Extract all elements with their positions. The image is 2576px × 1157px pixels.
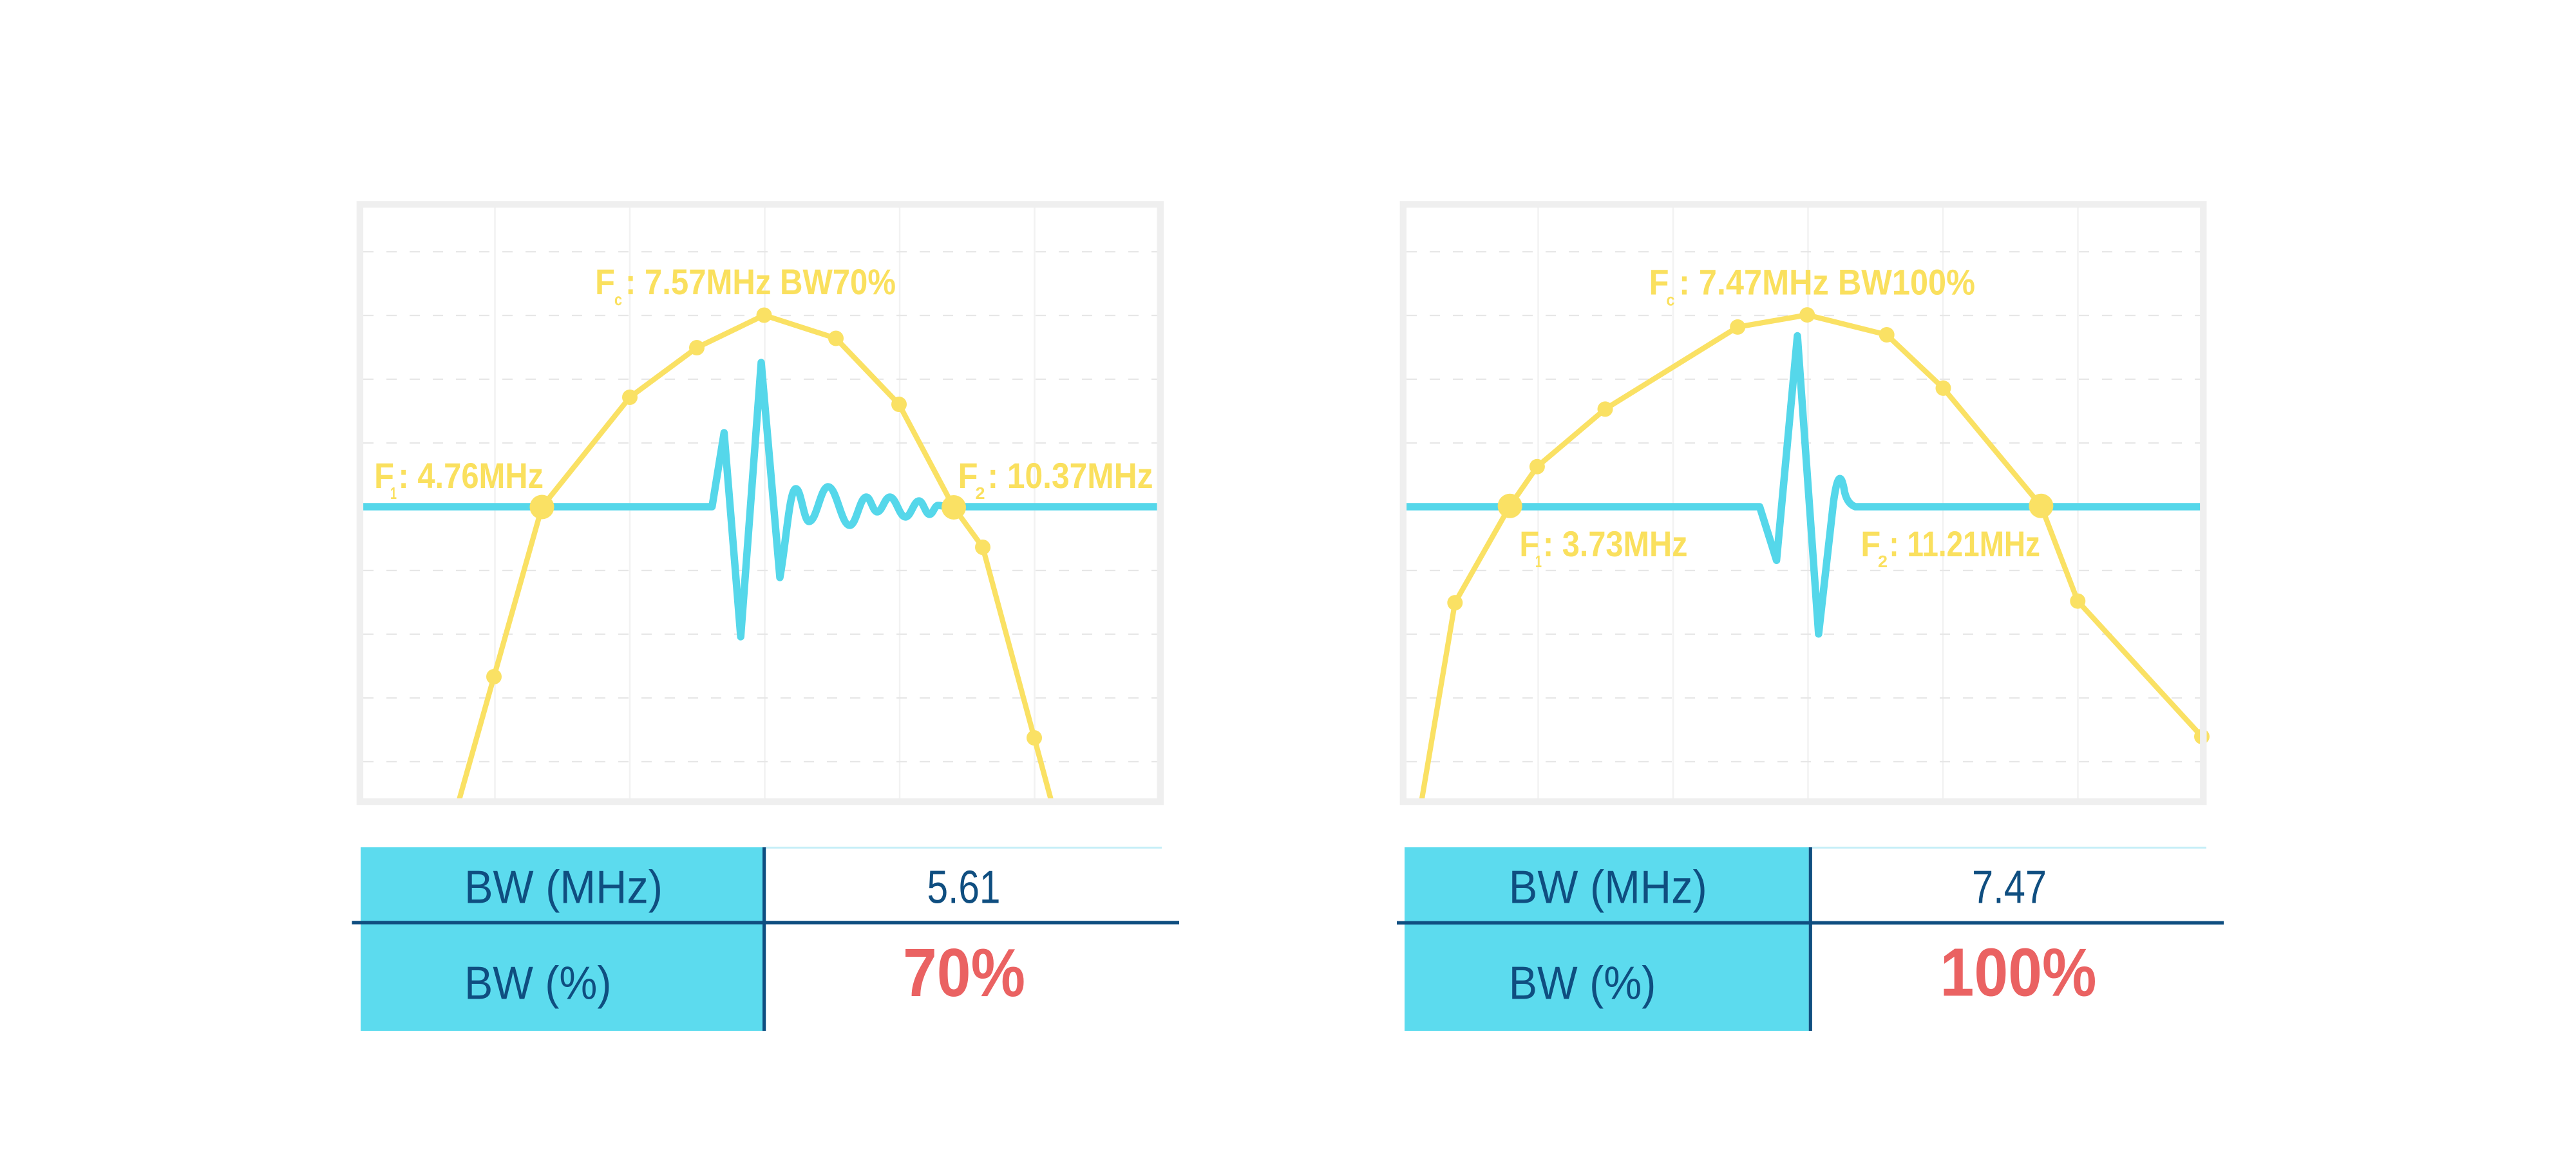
- svg-text:1: 1: [1535, 552, 1542, 571]
- svg-text:7.47: 7.47: [1972, 862, 2047, 914]
- svg-text:F: F: [1861, 523, 1880, 564]
- svg-text:BW (MHz): BW (MHz): [464, 862, 663, 914]
- svg-text:2: 2: [1878, 552, 1888, 571]
- svg-text:100%: 100%: [1940, 934, 2097, 1010]
- svg-text:F: F: [1649, 262, 1669, 303]
- svg-text:F: F: [595, 261, 615, 302]
- svg-text:: 7.57MHz BW70%: : 7.57MHz BW70%: [625, 261, 896, 302]
- svg-text:F: F: [374, 455, 394, 496]
- svg-text:2: 2: [976, 484, 985, 503]
- svg-text:: 4.76MHz: : 4.76MHz: [399, 455, 544, 496]
- svg-text:5.61: 5.61: [927, 862, 1001, 914]
- svg-text:: 11.21MHz: : 11.21MHz: [1889, 523, 2040, 564]
- svg-text:F: F: [958, 455, 978, 496]
- svg-text:F: F: [1519, 523, 1539, 564]
- svg-text:c: c: [614, 290, 622, 309]
- svg-text:70%: 70%: [903, 935, 1025, 1011]
- svg-text:BW (%): BW (%): [464, 958, 612, 1010]
- svg-text:BW (MHz): BW (MHz): [1509, 862, 1707, 914]
- svg-text:BW (%): BW (%): [1509, 958, 1656, 1010]
- svg-text:: 10.37MHz: : 10.37MHz: [988, 455, 1153, 496]
- svg-text:1: 1: [390, 484, 397, 503]
- svg-text:: 7.47MHz BW100%: : 7.47MHz BW100%: [1679, 262, 1975, 303]
- svg-text:: 3.73MHz: : 3.73MHz: [1543, 523, 1688, 564]
- svg-text:c: c: [1667, 290, 1675, 310]
